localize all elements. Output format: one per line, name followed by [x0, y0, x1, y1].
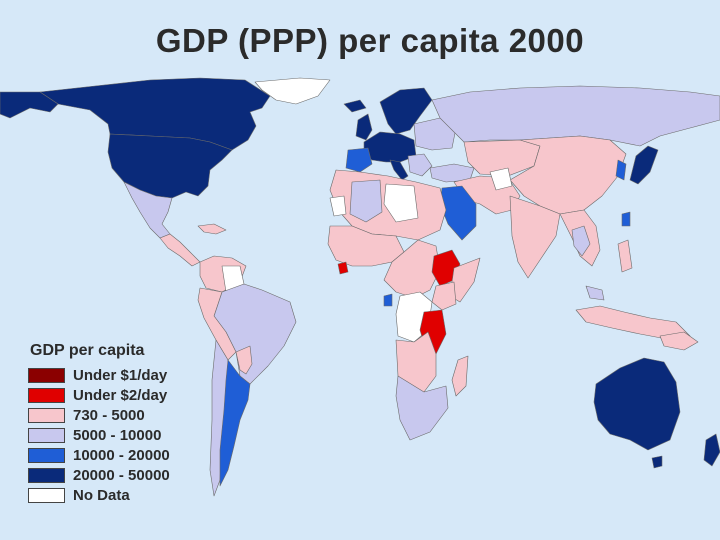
region-iceland	[343, 99, 367, 113]
legend-label: 730 - 5000	[73, 407, 145, 424]
region-thailand	[571, 225, 591, 257]
region-greenland	[254, 77, 331, 105]
legend-label: Under $2/day	[73, 387, 168, 404]
legend-swatch	[28, 388, 65, 403]
region-malaysia	[585, 285, 605, 301]
region-oman	[489, 167, 513, 191]
region-philippines	[617, 239, 633, 273]
region-canada	[39, 77, 271, 151]
region-algeria	[349, 179, 383, 223]
region-mexico	[123, 181, 173, 239]
legend-label: Under $1/day	[73, 367, 168, 384]
legend-item-730-5000: 730 - 5000	[28, 406, 145, 425]
legend-label: 5000 - 10000	[73, 427, 162, 444]
region-uk	[355, 113, 373, 141]
region-peru-bolivia	[197, 287, 237, 361]
legend-item-under-2-day: Under $2/day	[28, 386, 167, 405]
region-argentina	[219, 359, 251, 487]
region-central-america	[159, 233, 201, 267]
map-title: GDP (PPP) per capita 2000	[155, 22, 585, 59]
region-korea	[615, 159, 627, 181]
legend-label: 20000 - 50000	[73, 467, 170, 484]
region-new-zealand	[703, 433, 720, 467]
legend-title: GDP per capita	[30, 342, 145, 359]
region-iberia	[345, 147, 373, 173]
legend-label: No Data	[73, 487, 130, 504]
legend-item-5000-10000: 5000 - 10000	[28, 426, 161, 445]
legend-item-10000-20000: 10000 - 20000	[28, 446, 170, 465]
legend-item-20000-50000: 20000 - 50000	[28, 466, 170, 485]
region-scandinavia	[379, 87, 433, 135]
region-australia	[593, 357, 681, 451]
region-tasmania	[651, 455, 663, 469]
region-sierra-leone	[337, 261, 349, 275]
region-alaska	[0, 91, 59, 119]
region-italy	[389, 159, 409, 181]
region-papua-new-guinea	[659, 331, 699, 351]
map-legend: GDP per capita Under $1/day Under $2/day…	[22, 330, 204, 527]
region-western-sahara	[329, 195, 347, 217]
region-japan	[629, 145, 659, 185]
region-caribbean	[197, 223, 227, 235]
region-libya	[383, 183, 419, 223]
region-south-africa	[395, 375, 449, 441]
legend-swatch	[28, 428, 65, 443]
legend-swatch	[28, 368, 65, 383]
region-balkans	[407, 153, 433, 177]
legend-swatch	[28, 488, 65, 503]
region-taiwan	[621, 211, 631, 227]
region-madagascar	[451, 355, 469, 397]
legend-swatch	[28, 468, 65, 483]
legend-item-no-data: No Data	[28, 486, 130, 505]
region-paraguay	[235, 345, 253, 375]
legend-label: 10000 - 20000	[73, 447, 170, 464]
region-india	[509, 195, 561, 279]
region-gabon	[383, 293, 393, 307]
region-kenya	[431, 281, 457, 311]
legend-item-under-1-day: Under $1/day	[28, 366, 167, 385]
legend-swatch	[28, 448, 65, 463]
legend-swatch	[28, 408, 65, 423]
region-usa	[107, 133, 233, 199]
region-central-africa	[383, 239, 441, 299]
